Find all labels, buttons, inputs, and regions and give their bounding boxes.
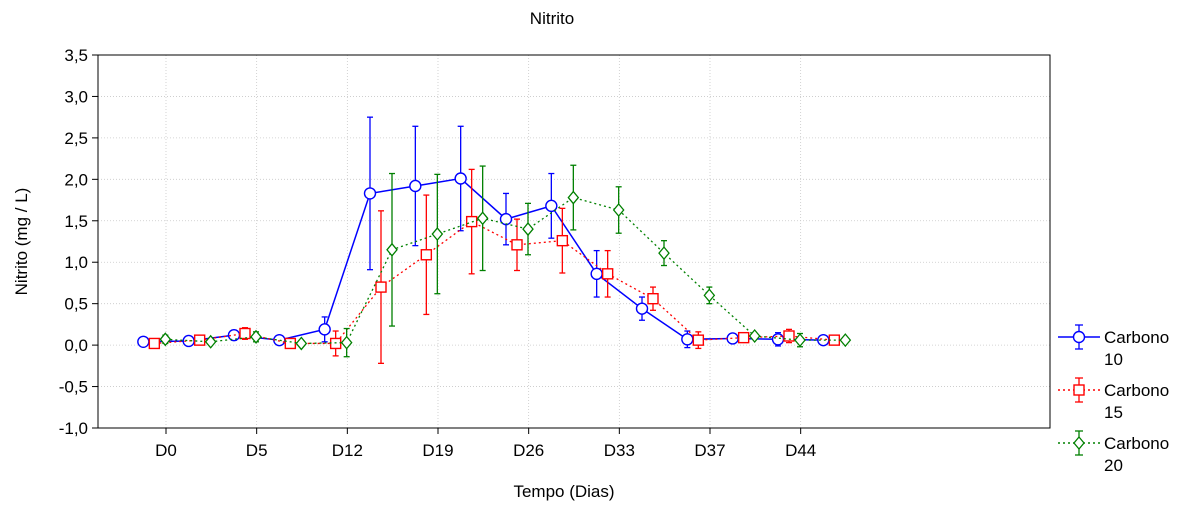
series-1 <box>137 116 830 349</box>
x-axis: D0 D5 D12 D19 D26 D33 D37 D44 <box>155 428 816 460</box>
data-point <box>556 234 569 247</box>
data-point <box>567 190 580 205</box>
y-tick-label: 2,5 <box>64 129 88 148</box>
data-point <box>499 212 513 226</box>
data-point <box>476 211 489 226</box>
y-axis: -1,0 -0,5 0,0 0,5 1,0 1,5 2,0 2,5 3,0 3,5 <box>59 46 98 438</box>
legend-label: Carbono 20 <box>1104 434 1169 475</box>
data-point <box>511 239 523 251</box>
data-point <box>658 246 670 261</box>
data-point <box>363 187 377 200</box>
data-point <box>318 323 331 336</box>
data-point <box>295 336 308 351</box>
x-tick-label: D5 <box>246 441 268 460</box>
data-point <box>193 334 206 346</box>
data-point <box>794 333 806 348</box>
series-2 <box>148 168 841 364</box>
y-tick-label: 3,0 <box>64 87 88 106</box>
y-tick-label: 1,5 <box>64 212 88 231</box>
y-tick-label: -1,0 <box>59 419 88 438</box>
data-point <box>545 199 558 213</box>
data-point <box>137 335 150 348</box>
x-tick-label: D19 <box>422 441 453 460</box>
legend: Carbono 10 Carbono 15 Carbono 20 <box>1058 324 1169 475</box>
data-point <box>647 292 659 305</box>
y-tick-label: 2,0 <box>64 170 88 189</box>
legend-label: Carbono 10 <box>1104 328 1169 369</box>
legend-marker <box>1073 435 1085 451</box>
data-point <box>737 331 750 344</box>
data-point <box>681 333 694 346</box>
series-layer <box>137 116 852 364</box>
data-point <box>420 249 433 261</box>
data-point <box>204 334 217 349</box>
y-tick-label: 3,5 <box>64 46 88 65</box>
series-line <box>165 196 846 345</box>
data-point <box>409 179 422 193</box>
data-point <box>590 267 603 281</box>
y-tick-label: -0,5 <box>59 378 88 397</box>
data-point <box>431 227 444 242</box>
x-tick-label: D37 <box>694 441 725 460</box>
series-3 <box>159 164 852 358</box>
x-tick-label: D33 <box>604 441 635 460</box>
data-point <box>522 222 534 237</box>
data-point <box>612 202 625 218</box>
data-point <box>454 172 467 185</box>
y-axis-title: Nitrito (mg / L) <box>12 188 31 296</box>
legend-marker <box>1073 384 1085 396</box>
legend-item-2: Carbono 15 <box>1058 377 1169 422</box>
data-point <box>159 332 172 347</box>
x-tick-label: D12 <box>332 441 363 460</box>
data-point <box>375 281 387 293</box>
chart-title: Nitrito <box>530 9 574 28</box>
series-line <box>154 220 835 345</box>
legend-marker <box>1072 330 1086 344</box>
data-point <box>839 333 852 348</box>
grid-lines <box>98 54 1050 429</box>
data-point <box>692 334 705 346</box>
data-point <box>340 335 353 350</box>
data-point <box>635 302 649 315</box>
data-point <box>148 337 161 350</box>
y-tick-label: 0,0 <box>64 336 88 355</box>
x-tick-label: D0 <box>155 441 177 460</box>
x-axis-title: Tempo (Dias) <box>513 482 614 501</box>
data-point <box>386 242 398 257</box>
x-tick-label: D44 <box>785 441 816 460</box>
data-point <box>771 333 785 346</box>
data-point <box>783 330 795 342</box>
data-point <box>465 215 478 228</box>
data-point <box>239 327 251 340</box>
data-point <box>284 337 297 350</box>
plot-frame <box>97 54 1051 429</box>
x-tick-label: D26 <box>513 441 544 460</box>
data-point <box>250 329 262 344</box>
y-tick-label: 1,0 <box>64 253 88 272</box>
data-point <box>748 328 761 344</box>
legend-item-1: Carbono 10 <box>1058 324 1169 369</box>
legend-label: Carbono 15 <box>1104 381 1169 422</box>
legend-item-3: Carbono 20 <box>1058 430 1169 475</box>
y-tick-label: 0,5 <box>64 295 88 314</box>
series-line <box>143 177 824 343</box>
data-point <box>601 268 614 280</box>
data-point <box>703 288 716 303</box>
